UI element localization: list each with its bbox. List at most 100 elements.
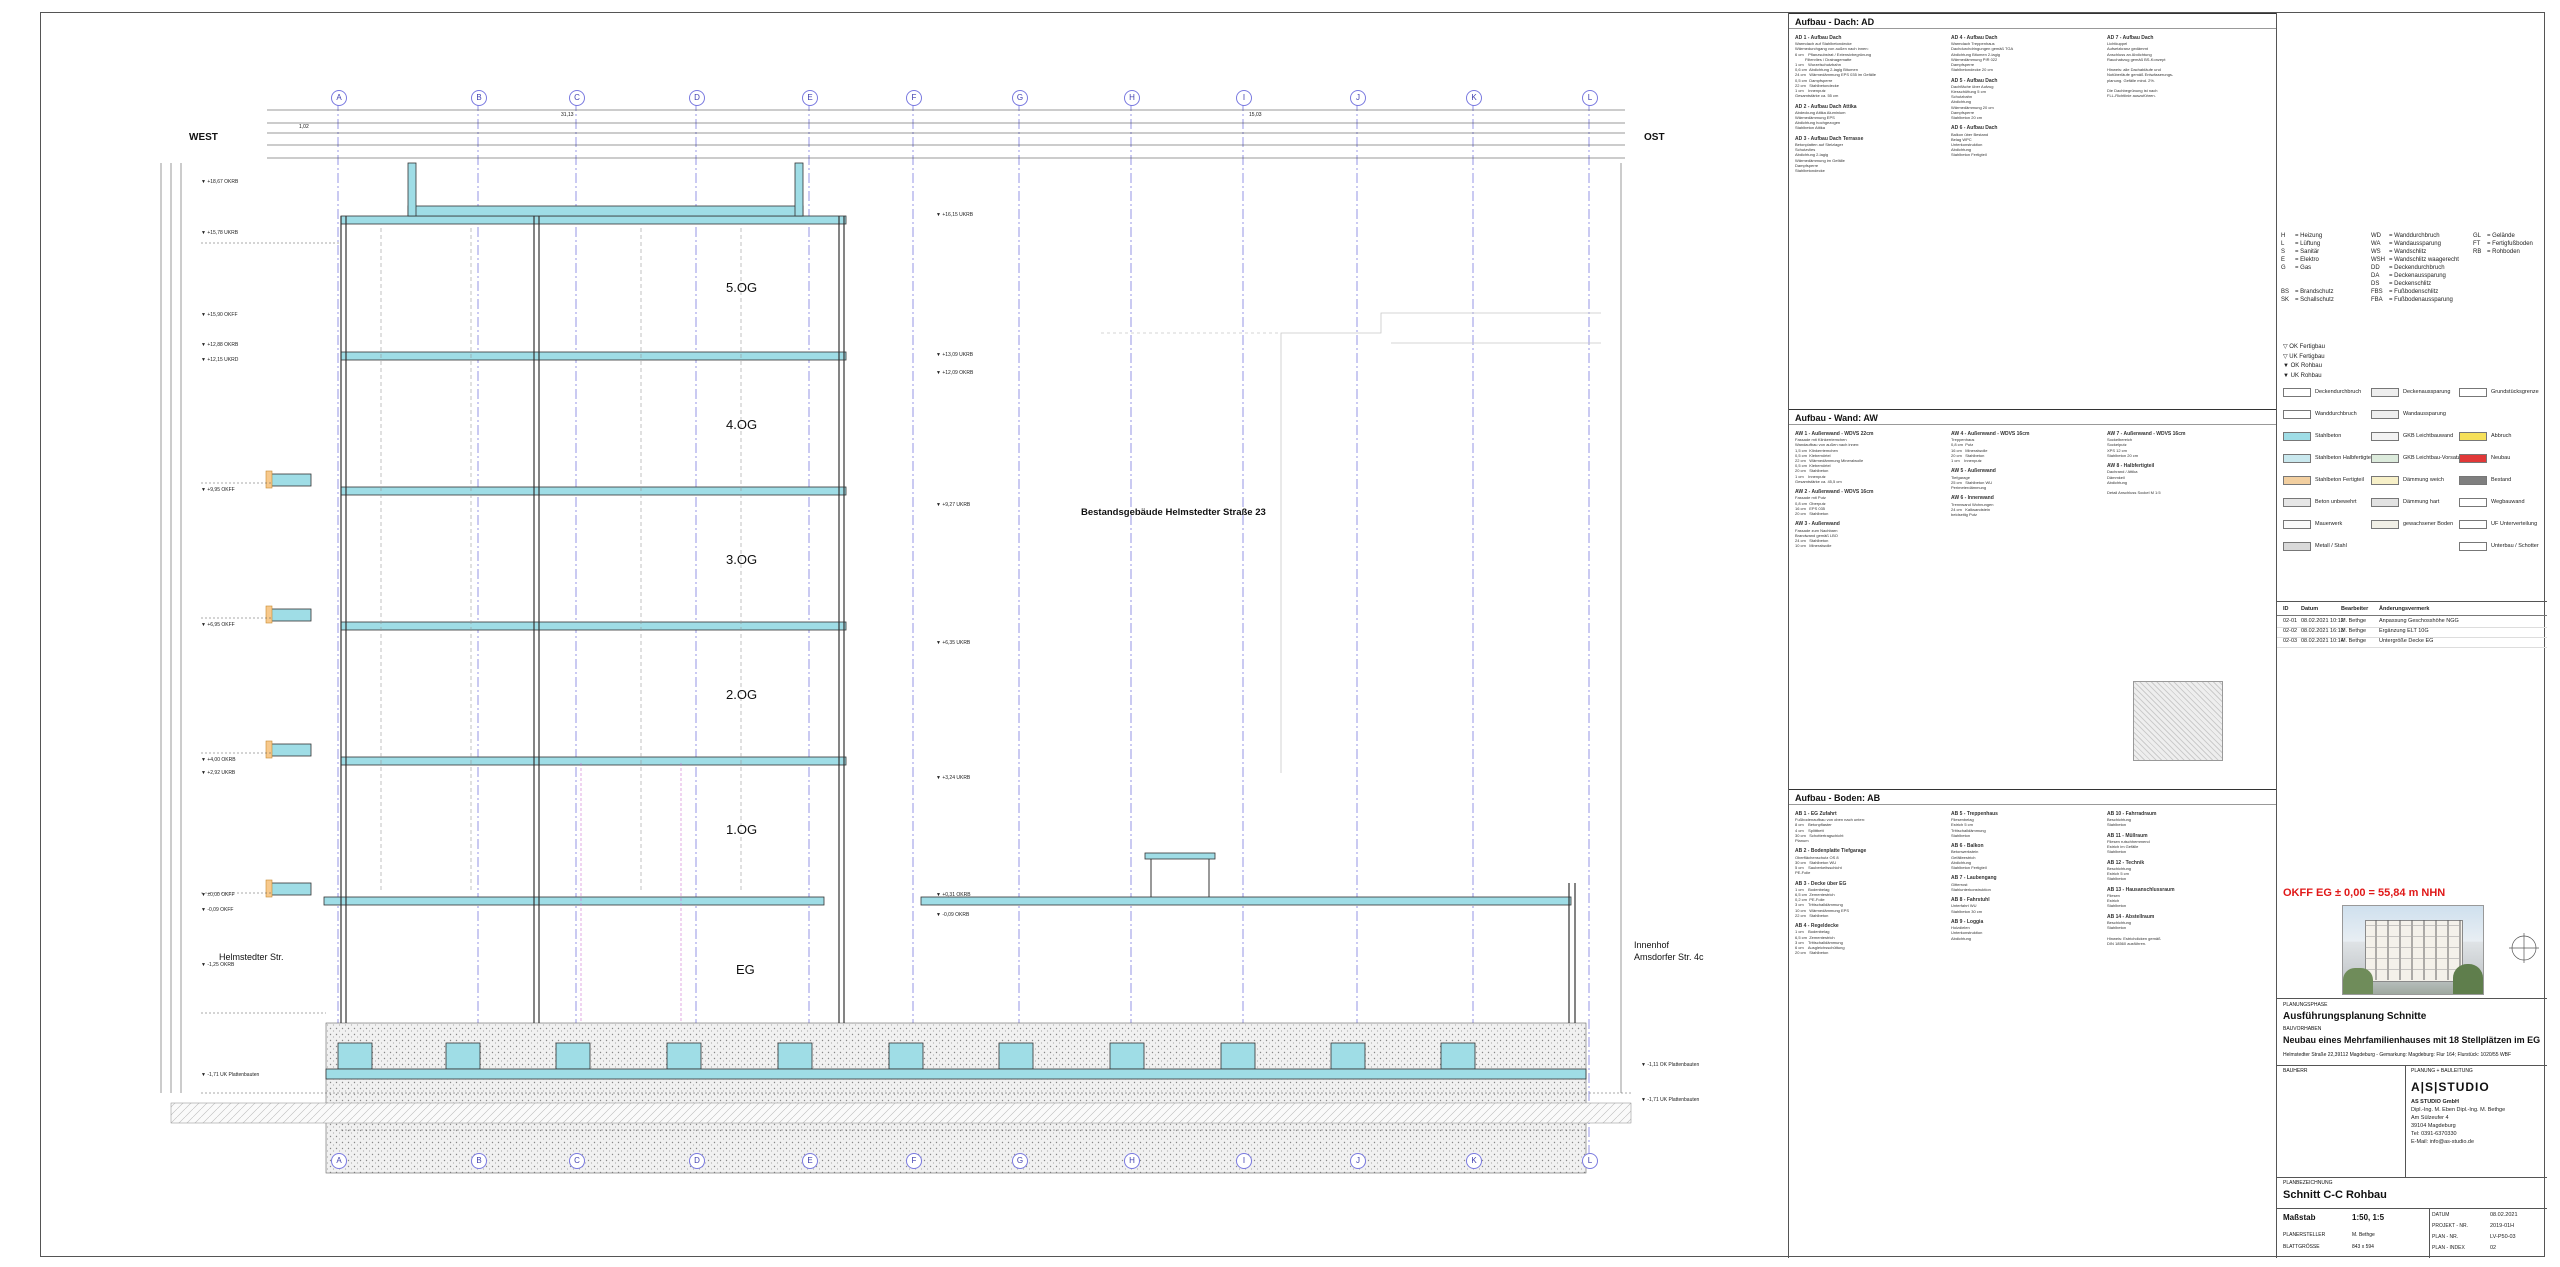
level-tag-left: ▼ ±0,00 OKFF xyxy=(201,892,235,898)
court-label-2: Amsdorfer Str. 4c xyxy=(1634,952,1704,962)
axis-label-i: I xyxy=(1236,90,1252,106)
scale-value: 1:50, 1:5 xyxy=(2352,1213,2385,1222)
axis-label-d: D xyxy=(689,1153,705,1169)
meta-value: 08.02.2021 xyxy=(2490,1212,2518,1218)
dim-left: 1,02 xyxy=(299,124,309,130)
hatch-label: Stahlbeton Halbfertigteil xyxy=(2315,455,2374,461)
hatch-swatch xyxy=(2371,520,2399,529)
level-tag-right: ▼ -1,11 OK Plattenbauten xyxy=(1641,1062,1700,1068)
hatch-swatch xyxy=(2459,542,2487,551)
plan-title: Schnitt C-C Rohbau xyxy=(2283,1189,2387,1201)
crosshair-icon xyxy=(2509,933,2539,963)
office-line: Dipl.-Ing. M. Eben Dipl.-Ing. M. Bethge xyxy=(2411,1107,2506,1113)
level-tag-right: ▼ -1,71 UK Plattenbauten xyxy=(1641,1097,1700,1103)
hatch-label: Stahlbeton xyxy=(2315,433,2342,439)
level-tag-right: ▼ -0,09 OKRB xyxy=(936,912,970,918)
author-value: M. Bethge xyxy=(2352,1232,2375,1238)
level-symbol: ▽ OK Fertigbau xyxy=(2283,344,2325,350)
axis-label-i: I xyxy=(1236,1153,1252,1169)
axis-label-a: A xyxy=(331,90,347,106)
floor-label-eg: EG xyxy=(736,962,755,977)
level-tag-right: ▼ +0,31 OKRB xyxy=(936,892,971,898)
hatch-label: GKB Leichtbau-Vorsatz xyxy=(2403,455,2461,461)
dim-total: 31,13 xyxy=(561,112,574,118)
floor-spec-block-1: AB 1 - EG Zufahrt Fußbodenaufbau von obe… xyxy=(1795,811,1867,956)
meta-value: 02 xyxy=(2490,1245,2497,1251)
hatch-label: Grundstücksgrenze xyxy=(2491,389,2539,395)
level-tag-left: ▼ +9,95 OKFF xyxy=(201,487,235,493)
level-tag-left: ▼ +15,90 OKFF xyxy=(201,312,238,318)
hatch-swatch xyxy=(2371,432,2399,441)
hatch-swatch xyxy=(2371,476,2399,485)
hatch-swatch xyxy=(2283,454,2311,463)
office-line: AS STUDIO GmbH xyxy=(2411,1099,2459,1105)
level-tag-right: ▼ +3,24 UKRB xyxy=(936,775,971,781)
hatch-label: Mauerwerk xyxy=(2315,521,2343,527)
hatch-swatch xyxy=(2283,432,2311,441)
wall-spec-block-3: AW 7 - Außenwand - WDVS 16cm Sockelberei… xyxy=(2107,431,2186,496)
revision-row: 02-01 08.02.2021 10:12 M. Bethge Anpassung … xyxy=(2277,617,2547,628)
axis-label-g: G xyxy=(1012,1153,1028,1169)
roof-spec-block-3: AD 7 - Aufbau Dach Lichtkuppel Aufsetzkr… xyxy=(2107,35,2174,99)
meta-label: PLAN - NR. xyxy=(2432,1234,2459,1240)
level-tag-left: ▼ -1,71 UK Plattenbauten xyxy=(201,1072,260,1078)
specification-column: Aufbau - Dach: AD AD 1 - Aufbau Dach War… xyxy=(1788,13,2277,1258)
hatch-swatch xyxy=(2283,498,2311,507)
level-symbol: ▼ OK Rohbau xyxy=(2283,363,2322,369)
detail-sketch xyxy=(2133,681,2223,761)
level-tag-right: ▼ +6,35 UKRB xyxy=(936,640,971,646)
axis-label-b: B xyxy=(471,90,487,106)
section-floor-heading: Aufbau - Boden: AB xyxy=(1789,789,2277,805)
building-rendering xyxy=(2342,905,2484,995)
scale-label: Maßstab xyxy=(2283,1213,2316,1222)
floor-label-5og: 5.OG xyxy=(726,280,758,295)
meta-label: PROJEKT - NR. xyxy=(2432,1223,2469,1229)
plan-sheet: A B C D E F G H I J K L A B C D E F G H I J K L WEST OST 31,13… xyxy=(40,12,2547,1258)
level-tag-left: ▼ +18,67 OKRB xyxy=(201,179,239,185)
section-wall-heading: Aufbau - Wand: AW xyxy=(1789,409,2277,425)
axis-label-h: H xyxy=(1124,1153,1140,1169)
neighbour-building-label: Bestandsgebäude Helmstedter Straße 23 xyxy=(1081,507,1266,518)
level-symbol: ▼ UK Rohbau xyxy=(2283,373,2322,379)
hatch-label: Abbruch xyxy=(2491,433,2512,439)
axis-label-h: H xyxy=(1124,90,1140,106)
axis-label-k: K xyxy=(1466,1153,1482,1169)
hatch-label: Wegbauwand xyxy=(2491,499,2525,505)
axis-label-f: F xyxy=(906,1153,922,1169)
size-value: 843 x 594 xyxy=(2352,1244,2374,1250)
level-tag-left: ▼ +6,95 OKFF xyxy=(201,622,235,628)
hatch-label: Dämmung weich xyxy=(2403,477,2444,483)
plan-label: PLANBEZEICHNUNG xyxy=(2283,1180,2333,1186)
hatch-swatch xyxy=(2459,520,2487,529)
floor-label-2og: 2.OG xyxy=(726,687,758,702)
meta-value: LV-P50-03 xyxy=(2490,1234,2516,1240)
section-svg xyxy=(160,101,1632,1174)
axis-label-f: F xyxy=(906,90,922,106)
hatch-label: Deckenaussparung xyxy=(2403,389,2451,395)
hatch-swatch xyxy=(2283,542,2311,551)
axis-label-l: L xyxy=(1582,90,1598,106)
project-address: Helmstedter Straße 22,39112 Magdeburg - … xyxy=(2283,1052,2512,1058)
size-label: BLATTGRÖSSE xyxy=(2283,1244,2320,1250)
axis-label-d: D xyxy=(689,90,705,106)
level-tag-right: ▼ +16,15 UKRB xyxy=(936,212,974,218)
hatch-swatch xyxy=(2371,498,2399,507)
roof-spec-block-1: AD 1 - Aufbau Dach Warmdach auf Stahlbet… xyxy=(1795,35,1876,174)
wall-spec-block-1: AW 1 - Außenwand - WDVS 22cm Fassade mit… xyxy=(1795,431,1874,549)
roof-spec-block-2: AD 4 - Aufbau Dach Warmdach Treppenhaus … xyxy=(1951,35,2014,158)
level-tag-right: ▼ +12,09 OKRB xyxy=(936,370,974,376)
axis-label-l: L xyxy=(1582,1153,1598,1169)
title-block-column: H = Heizung WD = Wanddurchbruch GL = Gelände L… xyxy=(2276,13,2547,1258)
axis-label-c: C xyxy=(569,90,585,106)
hatch-swatch xyxy=(2283,476,2311,485)
phase-label: PLANUNGSPHASE xyxy=(2283,1002,2328,1008)
hatch-label: UF Unterverteilung xyxy=(2491,521,2538,527)
side-label-west: WEST xyxy=(189,132,218,143)
floor-label-3og: 3.OG xyxy=(726,552,758,567)
floor-spec-block-3: AB 10 - Fahrradraum Beschichtung Stahlbe… xyxy=(2107,811,2175,946)
phase-value: Ausführungsplanung Schnitte xyxy=(2283,1011,2427,1022)
level-tag-left: ▼ +4,00 OKRB xyxy=(201,757,236,763)
hatch-swatch xyxy=(2459,388,2487,397)
floor-spec-block-2: AB 5 - Treppenhaus Fliesenbelag Estrich … xyxy=(1951,811,1998,941)
level-tag-left: ▼ -1,25 OKRB xyxy=(201,962,235,968)
